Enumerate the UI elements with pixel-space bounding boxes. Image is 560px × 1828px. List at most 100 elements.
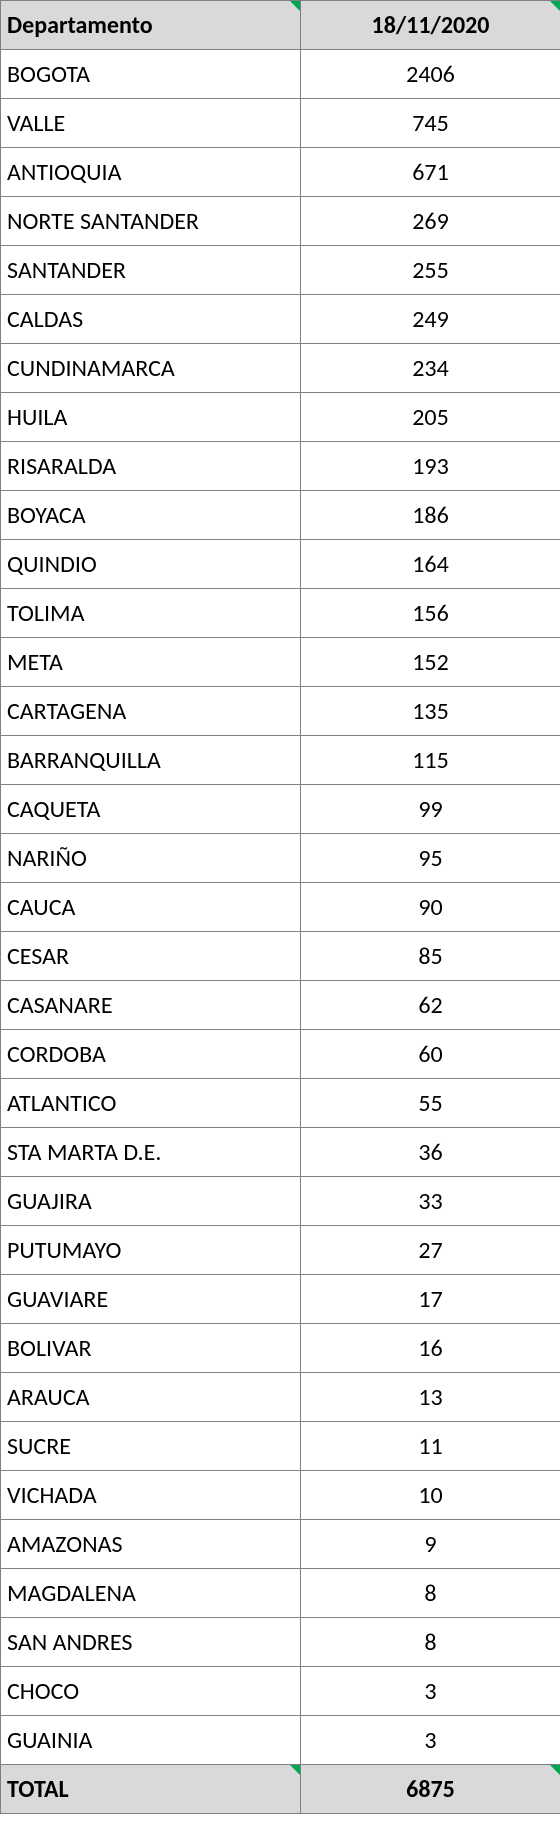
dept-cell: CARTAGENA	[1, 687, 301, 736]
value-cell: 13	[301, 1373, 560, 1422]
dept-cell: BOGOTA	[1, 50, 301, 99]
value-cell: 3	[301, 1667, 560, 1716]
value-cell: 156	[301, 589, 560, 638]
value-cell: 671	[301, 148, 560, 197]
value-label: 186	[412, 501, 449, 530]
value-cell: 164	[301, 540, 560, 589]
dept-label: BOYACA	[7, 501, 86, 530]
value-cell: 152	[301, 638, 560, 687]
value-cell: 17	[301, 1275, 560, 1324]
value-label: 99	[418, 795, 442, 824]
dept-label: STA MARTA D.E.	[7, 1138, 161, 1167]
table-row: CHOCO 3	[1, 1667, 560, 1716]
dept-cell: ARAUCA	[1, 1373, 301, 1422]
dept-label: RISARALDA	[7, 452, 116, 481]
table-row: ANTIOQUIA 671	[1, 148, 560, 197]
table-row: AMAZONAS9	[1, 1520, 560, 1569]
col-header-date: 18/11/2020	[301, 1, 560, 50]
dept-cell: META	[1, 638, 301, 687]
dept-cell: CALDAS	[1, 295, 301, 344]
table-row: SANTANDER 255	[1, 246, 560, 295]
dept-cell: PUTUMAYO	[1, 1226, 301, 1275]
dept-label: META	[7, 648, 63, 677]
value-label: 13	[418, 1383, 442, 1412]
dept-label: CASANARE	[7, 991, 113, 1020]
total-label: TOTAL	[7, 1775, 69, 1804]
value-cell: 255	[301, 246, 560, 295]
dept-label: AMAZONAS	[7, 1530, 123, 1559]
value-cell: 269	[301, 197, 560, 246]
table-row: BOYACA 186	[1, 491, 560, 540]
value-label: 193	[412, 452, 449, 481]
table-row: VALLE745	[1, 99, 560, 148]
value-cell: 135	[301, 687, 560, 736]
table-row: CESAR 85	[1, 932, 560, 981]
table-row: ARAUCA 13	[1, 1373, 560, 1422]
value-label: 164	[412, 550, 449, 579]
dept-label: SAN ANDRES	[7, 1628, 132, 1657]
table-row: ATLANTICO55	[1, 1079, 560, 1128]
value-cell: 205	[301, 393, 560, 442]
dept-label: BARRANQUILLA	[7, 746, 161, 775]
value-cell: 36	[301, 1128, 560, 1177]
value-label: 205	[412, 403, 449, 432]
dept-label: HUILA	[7, 403, 67, 432]
value-label: 152	[412, 648, 449, 677]
value-label: 2406	[406, 60, 455, 89]
dept-label: CHOCO	[7, 1677, 79, 1706]
dept-cell: QUINDIO	[1, 540, 301, 589]
dept-cell: GUAVIARE	[1, 1275, 301, 1324]
error-indicator-icon	[550, 1, 560, 11]
value-label: 745	[412, 109, 449, 138]
dept-cell: VICHADA	[1, 1471, 301, 1520]
departamento-table: Departamento 18/11/2020 BOGOTA 2406 VALLE7…	[0, 0, 560, 1814]
table-row: CUNDINAMARCA234	[1, 344, 560, 393]
value-cell: 8	[301, 1569, 560, 1618]
error-indicator-icon	[290, 1, 300, 11]
table-row: PUTUMAYO27	[1, 1226, 560, 1275]
dept-cell: RISARALDA	[1, 442, 301, 491]
dept-cell: SUCRE	[1, 1422, 301, 1471]
dept-label: CAUCA	[7, 893, 75, 922]
dept-label: CARTAGENA	[7, 697, 126, 726]
dept-label: ATLANTICO	[7, 1089, 116, 1118]
total-label-cell: TOTAL	[1, 1765, 301, 1814]
dept-cell: AMAZONAS	[1, 1520, 301, 1569]
value-cell: 62	[301, 981, 560, 1030]
dept-cell: SAN ANDRES	[1, 1618, 301, 1667]
table-row: STA MARTA D.E. 36	[1, 1128, 560, 1177]
dept-label: CESAR	[7, 942, 69, 971]
table-row: GUAINIA3	[1, 1716, 560, 1765]
dept-cell: ATLANTICO	[1, 1079, 301, 1128]
dept-label: ANTIOQUIA	[7, 158, 122, 187]
value-label: 33	[418, 1187, 442, 1216]
value-label: 671	[412, 158, 449, 187]
dept-label: CALDAS	[7, 305, 83, 334]
dept-label: MAGDALENA	[7, 1579, 136, 1608]
dept-cell: SANTANDER	[1, 246, 301, 295]
dept-label: CUNDINAMARCA	[7, 354, 175, 383]
value-cell: 10	[301, 1471, 560, 1520]
table-row: BOGOTA 2406	[1, 50, 560, 99]
dept-label: BOGOTA	[7, 60, 90, 89]
value-cell: 115	[301, 736, 560, 785]
dept-cell: NARIÑO	[1, 834, 301, 883]
dept-cell: HUILA	[1, 393, 301, 442]
dept-cell: BOYACA	[1, 491, 301, 540]
value-cell: 16	[301, 1324, 560, 1373]
value-label: 62	[418, 991, 442, 1020]
col-header-label: Departamento	[7, 11, 153, 40]
value-label: 156	[412, 599, 449, 628]
value-label: 255	[412, 256, 449, 285]
value-cell: 60	[301, 1030, 560, 1079]
table-body: BOGOTA2406VALLE745ANTIOQUIA671NORTE SANT…	[1, 50, 560, 1765]
value-cell: 99	[301, 785, 560, 834]
value-cell: 85	[301, 932, 560, 981]
error-indicator-icon	[290, 1765, 300, 1775]
dept-label: TOLIMA	[7, 599, 84, 628]
table-row: CARTAGENA 135	[1, 687, 560, 736]
table-row: GUAVIARE17	[1, 1275, 560, 1324]
dept-label: SUCRE	[7, 1432, 71, 1461]
dept-label: NARIÑO	[7, 844, 87, 873]
dept-cell: CUNDINAMARCA	[1, 344, 301, 393]
